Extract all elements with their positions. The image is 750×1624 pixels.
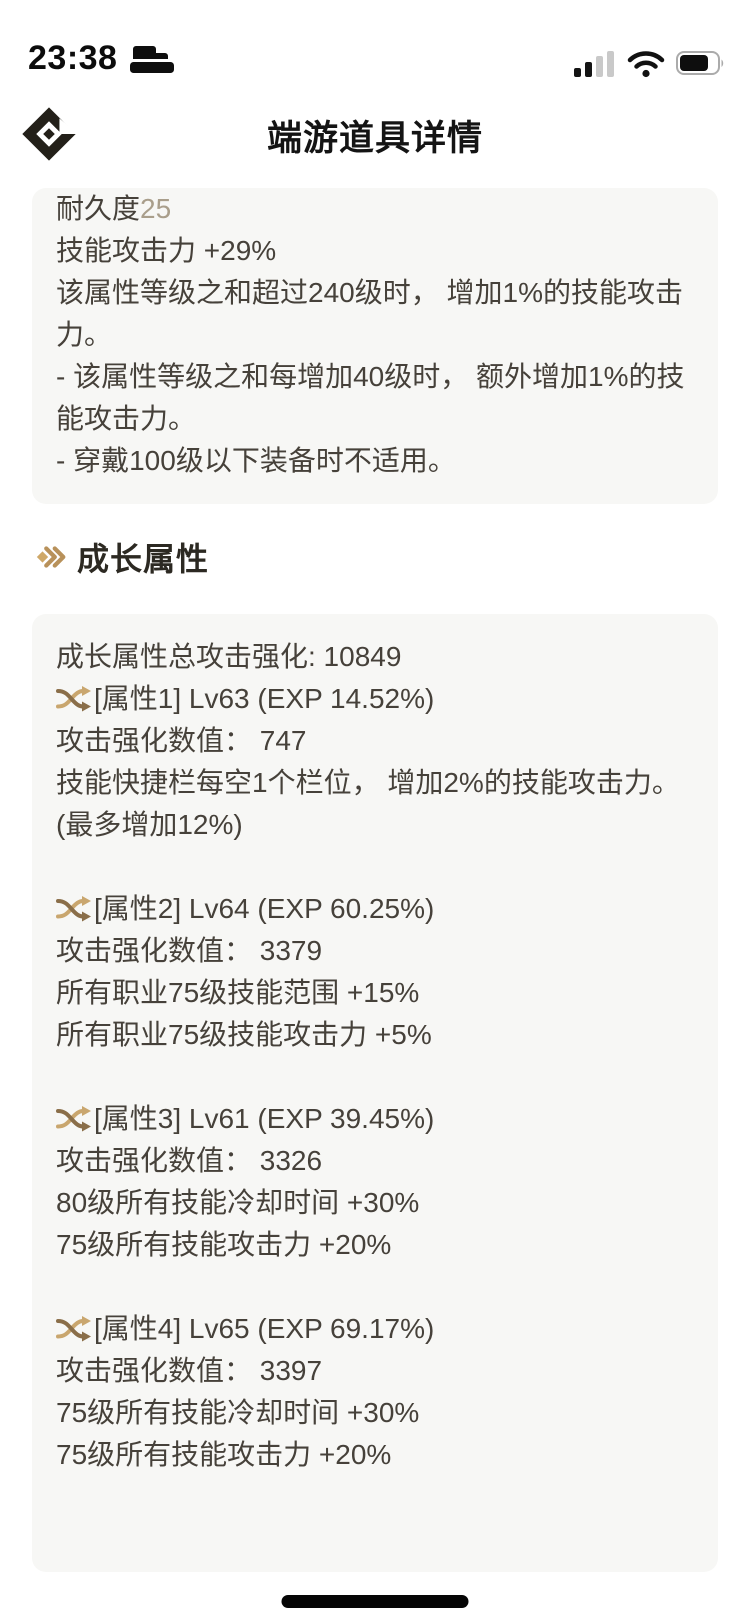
attribute-header-text: [属性3] Lv61 (EXP 39.45%) — [94, 1103, 435, 1134]
attribute-line: 所有职业75级技能攻击力 +5% — [56, 1019, 432, 1050]
attribute-header: [属性3] Lv61 (EXP 39.45%) — [56, 1098, 694, 1140]
attribute-line: 80级所有技能冷却时间 +30% — [56, 1187, 420, 1218]
shuffle-icon — [56, 1312, 92, 1342]
bedtime-icon — [129, 40, 175, 78]
app-logo-icon — [20, 105, 78, 163]
attribute-header: [属性4] Lv65 (EXP 69.17%) — [56, 1308, 694, 1350]
attribute-block: [属性4] Lv65 (EXP 69.17%) 攻击强化数值： 3397 75级… — [56, 1308, 694, 1476]
growth-total-line: 成长属性总攻击强化: 10849 — [56, 641, 402, 672]
durability-value: 25 — [140, 193, 172, 224]
battery-icon — [676, 51, 726, 77]
growth-section-header: 成长属性 — [34, 534, 750, 580]
attribute-lines: 攻击强化数值： 3379 所有职业75级技能范围 +15% 所有职业75级技能攻… — [56, 930, 694, 1056]
attribute-line: 75级所有技能攻击力 +20% — [56, 1439, 392, 1470]
item-detail-line: - 穿戴100级以下装备时不适用。 — [56, 445, 456, 476]
item-detail-line: 技能攻击力 +29% — [56, 235, 277, 266]
attribute-line: 攻击强化数值： 747 — [56, 725, 307, 756]
growth-section-title: 成长属性 — [77, 541, 210, 577]
wifi-icon — [627, 50, 665, 78]
durability-label: 耐久度 — [56, 193, 141, 224]
item-detail-line: - 该属性等级之和每增加40级时， 额外增加1%的技能攻击力。 — [56, 361, 685, 434]
attribute-lines: 攻击强化数值： 747 技能快捷栏每空1个栏位， 增加2%的技能攻击力。 (最多… — [56, 720, 694, 846]
attribute-block: [属性3] Lv61 (EXP 39.45%) 攻击强化数值： 3326 80级… — [56, 1098, 694, 1266]
attribute-header: [属性1] Lv63 (EXP 14.52%) — [56, 678, 694, 720]
attribute-line: 攻击强化数值： 3326 — [56, 1145, 323, 1176]
attribute-header-text: [属性1] Lv63 (EXP 14.52%) — [94, 683, 435, 714]
attribute-block: [属性1] Lv63 (EXP 14.52%) 攻击强化数值： 747 技能快捷… — [56, 678, 694, 846]
gold-arrow-icon — [34, 544, 68, 570]
attribute-lines: 攻击强化数值： 3397 75级所有技能冷却时间 +30% 75级所有技能攻击力… — [56, 1350, 694, 1476]
attribute-line: 所有职业75级技能范围 +15% — [56, 977, 420, 1008]
attribute-header-text: [属性2] Lv64 (EXP 60.25%) — [94, 893, 435, 924]
cellular-signal-icon — [574, 50, 616, 78]
attribute-line: 攻击强化数值： 3397 — [56, 1355, 323, 1386]
attribute-line: 技能快捷栏每空1个栏位， 增加2%的技能攻击力。 (最多增加12%) — [56, 767, 680, 840]
item-detail-lines: 技能攻击力 +29% 该属性等级之和超过240级时， 增加1%的技能攻击力。 -… — [56, 230, 694, 482]
status-time: 23:38 — [28, 39, 118, 77]
shuffle-icon — [56, 1102, 92, 1132]
durability-line: 耐久度25 — [56, 188, 694, 230]
page-title: 端游道具详情 — [266, 118, 483, 158]
home-indicator[interactable] — [281, 1595, 469, 1608]
attribute-header-text: [属性4] Lv65 (EXP 69.17%) — [94, 1313, 435, 1344]
item-detail-card: 耐久度25 技能攻击力 +29% 该属性等级之和超过240级时， 增加1%的技能… — [32, 188, 718, 504]
header: 端游道具详情 — [0, 90, 750, 180]
attribute-block: [属性2] Lv64 (EXP 60.25%) 攻击强化数值： 3379 所有职… — [56, 888, 694, 1056]
attribute-line: 75级所有技能攻击力 +20% — [56, 1229, 392, 1260]
attribute-lines: 攻击强化数值： 3326 80级所有技能冷却时间 +30% 75级所有技能攻击力… — [56, 1140, 694, 1266]
attribute-list: [属性1] Lv63 (EXP 14.52%) 攻击强化数值： 747 技能快捷… — [56, 678, 694, 1476]
growth-attributes-card: 成长属性总攻击强化: 10849 [属性1] Lv63 (EXP 14.52%) — [32, 614, 718, 1572]
item-detail-line: 该属性等级之和超过240级时， 增加1%的技能攻击力。 — [56, 277, 683, 350]
status-bar: 23:38 — [0, 0, 750, 90]
shuffle-icon — [56, 892, 92, 922]
attribute-line: 75级所有技能冷却时间 +30% — [56, 1397, 420, 1428]
shuffle-icon — [56, 682, 92, 712]
attribute-line: 攻击强化数值： 3379 — [56, 935, 323, 966]
attribute-header: [属性2] Lv64 (EXP 60.25%) — [56, 888, 694, 930]
